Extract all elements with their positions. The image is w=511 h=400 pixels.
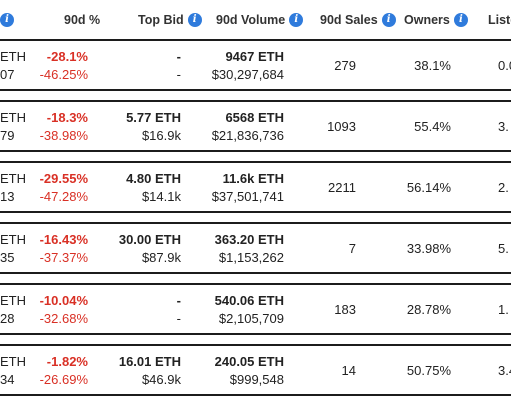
top-bid-eth: 4.80 ETH [126, 171, 181, 186]
volume-eth: 240.05 ETH [214, 354, 284, 369]
change-90d: -10.04% [39, 293, 88, 308]
listed-pct: 3. [498, 119, 509, 134]
table-row[interactable]: ETH 34 -1.82% -26.69% 16.01 ETH $46.9k 2… [0, 344, 511, 396]
sales-count: 2211 [328, 180, 356, 195]
volume-usd: $1,153,262 [218, 250, 284, 265]
header-90d-sales[interactable]: 90d Sales i [320, 11, 396, 29]
change-90d: -16.43% [39, 232, 88, 247]
volume-eth: 9467 ETH [225, 49, 284, 64]
table-row[interactable]: ETH 79 -18.3% -38.98% 5.77 ETH $16.9k 65… [0, 100, 511, 152]
sales-count: 7 [348, 241, 356, 256]
floor-price: ETH [0, 293, 26, 308]
table-row[interactable]: ETH 35 -16.43% -37.37% 30.00 ETH $87.9k … [0, 222, 511, 274]
volume-eth: 363.20 ETH [214, 232, 284, 247]
floor-price-usd: 79 [0, 128, 15, 143]
info-icon[interactable]: i [0, 13, 14, 27]
sales-count: 14 [341, 363, 356, 378]
header-owners[interactable]: Owners i [404, 11, 468, 29]
owners-pct: 55.4% [414, 119, 451, 134]
owners-pct: 33.98% [406, 241, 451, 256]
change-90d-usd: -46.25% [39, 67, 88, 82]
volume-usd: $2,105,709 [218, 311, 284, 326]
volume-usd: $30,297,684 [211, 67, 284, 82]
header-info-cut[interactable]: i [0, 11, 14, 29]
volume-eth: 540.06 ETH [214, 293, 284, 308]
top-bid-usd: - [176, 311, 181, 326]
change-90d-usd: -38.98% [39, 128, 88, 143]
floor-price: ETH [0, 110, 26, 125]
floor-price: ETH [0, 232, 26, 247]
volume-usd: $21,836,736 [211, 128, 284, 143]
owners-pct: 38.1% [414, 58, 451, 73]
change-90d-usd: -37.37% [39, 250, 88, 265]
top-bid-usd: $46.9k [141, 372, 181, 387]
floor-price-usd: 35 [0, 250, 15, 265]
change-90d-usd: -32.68% [39, 311, 88, 326]
listed-pct: 0.0 [498, 58, 511, 73]
info-icon[interactable]: i [187, 13, 202, 27]
floor-price: ETH [0, 171, 26, 186]
header-listed[interactable]: Liste [488, 13, 511, 27]
floor-price-usd: 07 [0, 67, 15, 82]
change-90d: -28.1% [46, 49, 88, 64]
owners-pct: 56.14% [406, 180, 451, 195]
top-bid-eth: - [176, 49, 181, 64]
top-bid-usd: - [176, 67, 181, 82]
top-bid-eth: 5.77 ETH [126, 110, 181, 125]
info-icon[interactable]: i [381, 13, 396, 27]
sales-count: 1093 [327, 119, 356, 134]
change-90d: -18.3% [46, 110, 88, 125]
floor-price: ETH [0, 49, 26, 64]
volume-eth: 11.6k ETH [222, 171, 284, 186]
change-90d-usd: -26.69% [39, 372, 88, 387]
table-row[interactable]: ETH 07 -28.1% -46.25% - - 9467 ETH $30,2… [0, 39, 511, 91]
volume-usd: $999,548 [229, 372, 284, 387]
top-bid-eth: 16.01 ETH [118, 354, 181, 369]
header-top-bid[interactable]: Top Bid i [138, 11, 202, 29]
info-icon[interactable]: i [453, 13, 468, 27]
change-90d-usd: -47.28% [39, 189, 88, 204]
sales-count: 183 [334, 302, 356, 317]
top-bid-usd: $16.9k [141, 128, 181, 143]
floor-price-usd: 28 [0, 311, 15, 326]
table-row[interactable]: ETH 28 -10.04% -32.68% - - 540.06 ETH $2… [0, 283, 511, 335]
volume-usd: $37,501,741 [211, 189, 284, 204]
owners-pct: 50.75% [406, 363, 451, 378]
top-bid-eth: 30.00 ETH [118, 232, 181, 247]
info-icon[interactable]: i [289, 13, 304, 27]
volume-eth: 6568 ETH [225, 110, 284, 125]
listed-pct: 5. [498, 241, 509, 256]
sales-count: 279 [334, 58, 356, 73]
top-bid-usd: $87.9k [141, 250, 181, 265]
floor-price-usd: 34 [0, 372, 15, 387]
listed-pct: 2. [498, 180, 509, 195]
floor-price-usd: 13 [0, 189, 15, 204]
top-bid-usd: $14.1k [141, 189, 181, 204]
listed-pct: 1. [498, 302, 509, 317]
header-90d-change[interactable]: 90d % [64, 13, 101, 27]
owners-pct: 28.78% [406, 302, 451, 317]
listed-pct: 3.4 [498, 363, 511, 378]
floor-price: ETH [0, 354, 26, 369]
change-90d: -1.82% [46, 354, 88, 369]
header-90d-volume[interactable]: 90d Volume i [216, 11, 304, 29]
table-header: i 90d % Top Bid i 90d Volume i 90d Sales… [0, 0, 511, 38]
top-bid-eth: - [176, 293, 181, 308]
change-90d: -29.55% [39, 171, 88, 186]
table-row[interactable]: ETH 13 -29.55% -47.28% 4.80 ETH $14.1k 1… [0, 161, 511, 213]
